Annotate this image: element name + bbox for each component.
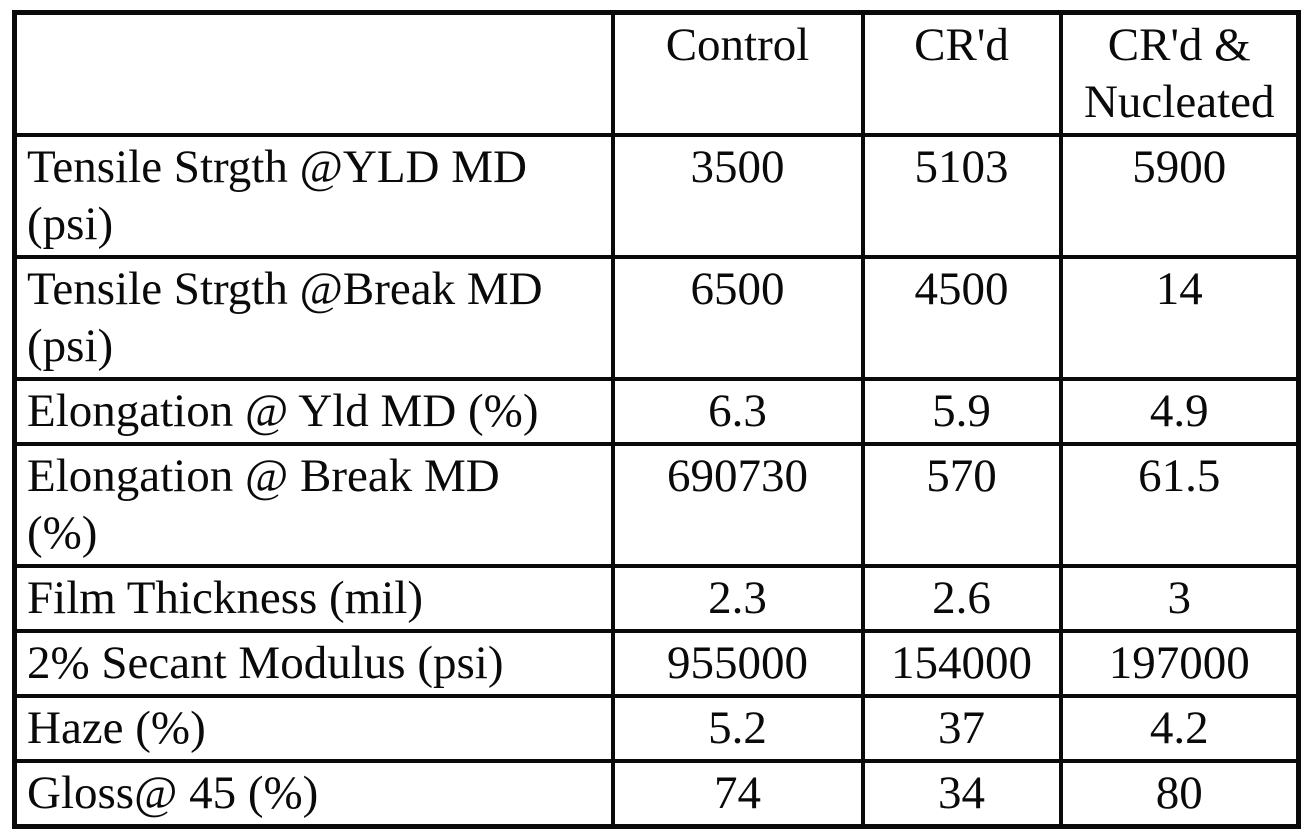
row-label: Tensile Strgth @Break MD (psi): [12, 255, 615, 381]
value-cell: 3500: [610, 133, 865, 259]
row-label: Elongation @ Yld MD (%): [12, 377, 615, 446]
value-cell: 4.9: [1058, 377, 1301, 446]
value-cell: 6.3: [610, 377, 865, 446]
value-cell: 14: [1058, 255, 1301, 381]
table-row-gloss: Gloss@ 45 (%) 74 34 80: [12, 759, 1301, 829]
value-cell: 5.2: [610, 694, 865, 763]
table-row-film-thickness: Film Thickness (mil) 2.3 2.6 3: [12, 564, 1301, 633]
value-cell: 74: [610, 759, 865, 829]
row-label: 2% Secant Modulus (psi): [12, 629, 615, 698]
scanned-document-page: Control CR'd CR'd & Nucleated Tensile St…: [12, 10, 1301, 829]
row-label: Elongation @ Break MD (%): [12, 442, 615, 568]
value-cell: 197000: [1058, 629, 1301, 698]
value-cell: 37: [860, 694, 1063, 763]
table-row-haze: Haze (%) 5.2 37 4.2: [12, 694, 1301, 763]
table-row-elongation-break: Elongation @ Break MD (%) 690730 570 61.…: [12, 442, 1301, 568]
material-properties-table: Control CR'd CR'd & Nucleated Tensile St…: [12, 10, 1301, 829]
row-label: Gloss@ 45 (%): [12, 759, 615, 829]
value-cell: 4.2: [1058, 694, 1301, 763]
value-cell: 955000: [610, 629, 865, 698]
row-label: Tensile Strgth @YLD MD (psi): [12, 133, 615, 259]
column-header-blank: [12, 10, 615, 137]
value-cell: 5900: [1058, 133, 1301, 259]
row-label: Film Thickness (mil): [12, 564, 615, 633]
value-cell: 690730: [610, 442, 865, 568]
value-cell: 3: [1058, 564, 1301, 633]
value-cell: 2.3: [610, 564, 865, 633]
table-row-tensile-break: Tensile Strgth @Break MD (psi) 6500 4500…: [12, 255, 1301, 381]
value-cell: 2.6: [860, 564, 1063, 633]
value-cell: 61.5: [1058, 442, 1301, 568]
value-cell: 34: [860, 759, 1063, 829]
column-header-crd-nucleated: CR'd & Nucleated: [1058, 10, 1301, 137]
column-header-control: Control: [610, 10, 865, 137]
value-cell: 570: [860, 442, 1063, 568]
value-cell: 5103: [860, 133, 1063, 259]
value-cell: 6500: [610, 255, 865, 381]
table-row-elongation-yld: Elongation @ Yld MD (%) 6.3 5.9 4.9: [12, 377, 1301, 446]
table-row-tensile-yld: Tensile Strgth @YLD MD (psi) 3500 5103 5…: [12, 133, 1301, 259]
value-cell: 80: [1058, 759, 1301, 829]
column-header-crd: CR'd: [860, 10, 1063, 137]
value-cell: 5.9: [860, 377, 1063, 446]
row-label: Haze (%): [12, 694, 615, 763]
table-row-secant-modulus: 2% Secant Modulus (psi) 955000 154000 19…: [12, 629, 1301, 698]
header-row: Control CR'd CR'd & Nucleated: [12, 10, 1301, 137]
value-cell: 154000: [860, 629, 1063, 698]
value-cell: 4500: [860, 255, 1063, 381]
